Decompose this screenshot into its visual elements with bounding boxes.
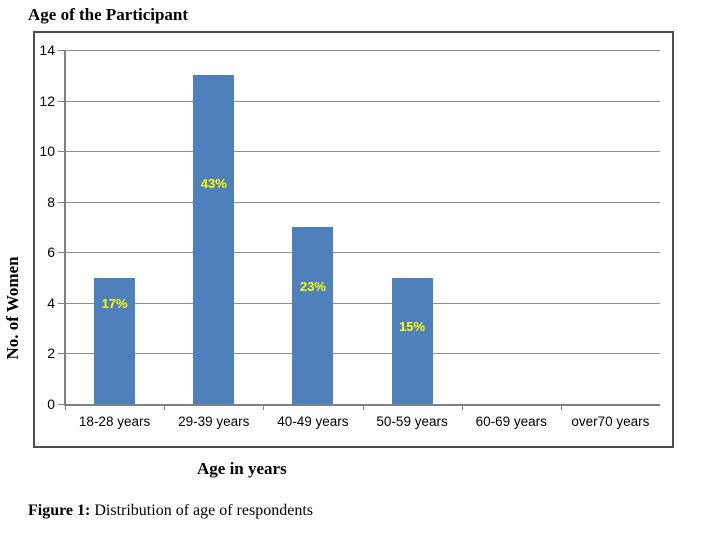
gridline [65, 50, 660, 51]
y-axis-tick-label: 14 [39, 42, 55, 58]
x-category-label: 50-59 years [376, 414, 448, 429]
x-category-label: 18-28 years [78, 414, 151, 429]
y-axis-tick [58, 201, 64, 203]
y-axis-tick-label: 0 [47, 396, 55, 412]
y-axis-tick [58, 302, 64, 304]
x-axis-tick [65, 404, 66, 410]
figure-caption-text: Distribution of age of respondents [90, 502, 313, 519]
y-axis-tick [58, 50, 64, 51]
bar-50-59 years [391, 277, 433, 404]
gridline [65, 252, 660, 254]
x-category-label: 29-39 years [178, 414, 250, 429]
x-axis-line [64, 404, 660, 406]
x-axis-tick [263, 404, 265, 410]
chart-title: Age of the Participant [28, 5, 189, 24]
bar-40-49 years [292, 227, 334, 404]
y-axis-tick [58, 252, 64, 254]
y-axis-title: No. of Women [3, 256, 22, 360]
bar-29-39 years [193, 75, 235, 404]
figure-caption-label: Figure 1: [28, 502, 91, 519]
chart-area: 0 2 4 6 8 10 12 14 17% 43% 23% 15% 18-28 years 29-39 … [33, 31, 674, 448]
x-axis-tick [362, 404, 364, 410]
x-axis-tick [560, 404, 562, 410]
y-axis-tick [58, 353, 64, 355]
gridline [65, 100, 660, 102]
y-axis-tick [58, 404, 64, 405]
y-axis-line [64, 50, 66, 404]
y-axis-tick-label: 4 [47, 294, 55, 311]
gridline [65, 302, 660, 304]
x-axis-tick [461, 404, 463, 410]
bar-value-label: 23% [299, 279, 326, 295]
y-axis-tick-label: 12 [39, 92, 55, 109]
y-axis-tick-label: 2 [47, 345, 55, 362]
x-axis-title: Age in years [197, 459, 287, 478]
gridline [65, 201, 660, 203]
bar-value-label: 43% [200, 175, 227, 191]
y-axis-tick-label: 6 [47, 244, 55, 261]
gridline [65, 353, 660, 355]
x-category-label: over70 years [571, 414, 650, 429]
y-axis-tick [58, 100, 64, 102]
y-axis-tick-label: 10 [39, 143, 55, 160]
x-category-label: 40-49 years [277, 414, 349, 429]
y-axis-tick [58, 151, 64, 153]
bar-value-label: 17% [101, 296, 128, 312]
x-category-label: 60-69 years [475, 414, 547, 429]
x-axis-tick [164, 404, 166, 410]
bar-18-28 years [94, 277, 136, 404]
figure-caption: Figure 1: Distribution of age of respond… [28, 502, 313, 520]
bar-value-label: 15% [399, 318, 426, 334]
y-axis-tick-label: 8 [47, 193, 55, 210]
gridline [65, 151, 660, 153]
